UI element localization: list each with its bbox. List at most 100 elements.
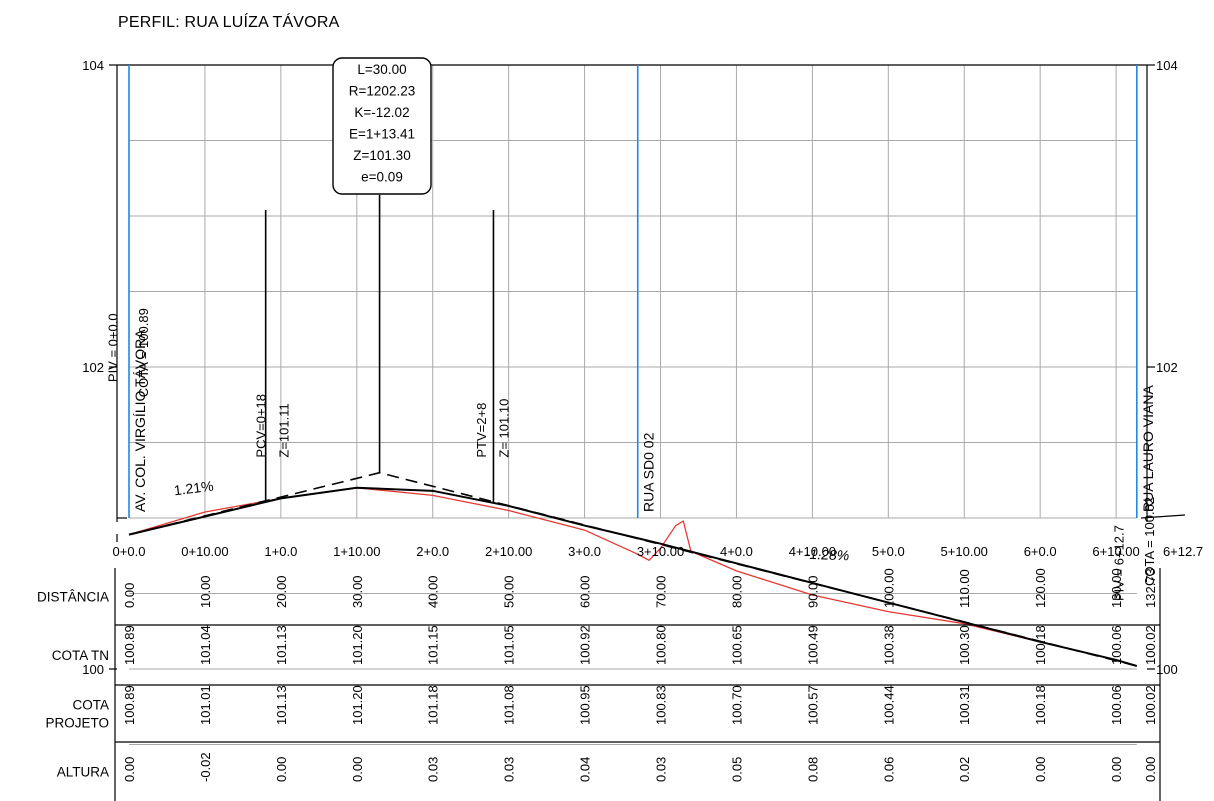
y-tick-label-right: 104 <box>1156 58 1178 73</box>
x-tick-label: 6+12.7 <box>1163 544 1203 559</box>
street-name-label: RUA SD0 02 <box>641 432 657 512</box>
frame-bottom-extension <box>1140 514 1186 519</box>
table-cell-value: 101.05 <box>502 625 517 665</box>
curve-info-line: E=1+13.41 <box>349 127 415 142</box>
table-cell-value: 100.65 <box>729 625 744 665</box>
table-cell-value: 0.03 <box>426 757 441 782</box>
table-cell-value: 100.70 <box>729 685 744 725</box>
x-tick-label: 5+10.00 <box>941 544 988 559</box>
y-tick-label-left: 100 <box>82 662 104 677</box>
table-cell-value: 120.00 <box>1033 568 1048 608</box>
table-cell-value: 101.08 <box>502 685 517 725</box>
table-cell-value: 100.31 <box>957 685 972 725</box>
table-cell-value: 100.06 <box>1109 625 1124 665</box>
curve-info-line: e=0.09 <box>361 170 403 185</box>
street-name-label: RUA LAURO VIANA <box>1140 385 1156 512</box>
street-markers <box>128 65 1138 518</box>
x-tick-label: 1+0.0 <box>264 544 297 559</box>
table-cell-value: 0.00 <box>350 757 365 782</box>
table-cell-value: 40.00 <box>426 575 441 608</box>
table-cell-value: 100.06 <box>1109 685 1124 725</box>
table-cell-value: 101.13 <box>274 625 289 665</box>
y-tick-label-left: 104 <box>82 58 104 73</box>
table-cell-value: 100.18 <box>1033 625 1048 665</box>
table-cell-value: 101.20 <box>350 625 365 665</box>
table-cell-value: 90.00 <box>805 575 820 608</box>
table-cell-value: 110.00 <box>957 569 972 608</box>
grid <box>129 65 1137 745</box>
curve-info-line: Z=101.30 <box>353 148 410 163</box>
point-label: Z=101.11 <box>276 403 291 457</box>
street-name-label: AV. COL. VIRGÍLIO TÁVORA <box>132 329 148 512</box>
table-cell-value: 132.73 <box>1143 568 1158 608</box>
table-cell-value: 100.18 <box>1033 685 1048 725</box>
table-cell-value: 100.49 <box>805 625 820 665</box>
table-cell-value: 20.00 <box>274 575 289 608</box>
table-cell-value: 101.20 <box>350 685 365 725</box>
table-cell-value: 100.83 <box>654 685 669 725</box>
x-tick-label: 0+10.00 <box>181 544 228 559</box>
table-row-label: ALTURA <box>57 765 109 780</box>
table-cell-value: 130.00 <box>1109 568 1124 608</box>
curve-info-box <box>332 57 432 195</box>
table-cell-value: 100.02 <box>1143 685 1158 725</box>
table-cell-value: 101.04 <box>198 625 213 665</box>
table-cell-value: 30.00 <box>350 575 365 608</box>
table-row-label: DISTÂNCIA <box>37 590 109 605</box>
table-cell-value: 100.44 <box>881 685 896 725</box>
data-table: DISTÂNCIA 0.00 10.00 20.00 30.00 40.00 50.00 60… <box>37 568 1161 801</box>
curve-info-line: R=1202.23 <box>349 84 415 99</box>
x-tick-label: 0+0.0 <box>113 544 146 559</box>
table-cell-value: 100.89 <box>122 625 137 665</box>
table-cell-value: 101.13 <box>274 685 289 725</box>
table-cell-value: 100.92 <box>578 625 593 665</box>
table-cell-value: 100.30 <box>957 625 972 665</box>
x-tick-label: 5+0.0 <box>872 544 905 559</box>
table-cell-value: 100.80 <box>654 625 669 665</box>
point-label: COTA = 100.89 <box>136 308 151 397</box>
table-cell-value: 0.02 <box>957 757 972 782</box>
labels: 104 104 102 102 100 100 AV. COL. VIRGÍLIO TÁVO… <box>82 57 1203 677</box>
table-cell-value: 0.00 <box>1143 757 1158 782</box>
table-cell-value: 0.03 <box>502 757 517 782</box>
page-title: PERFIL: RUA LUÍZA TÁVORA <box>118 14 340 31</box>
x-tick-label: 3+10.00 <box>637 544 684 559</box>
table-cell-value: 60.00 <box>578 575 593 608</box>
table-row-label: COTA <box>73 698 110 713</box>
table-cell-value: 0.00 <box>122 583 137 608</box>
x-tick-label: 2+0.0 <box>416 544 449 559</box>
table-row-label: PROJETO <box>45 716 109 731</box>
grade-label: 1.21% <box>173 478 214 499</box>
point-label: PCV=0+18 <box>254 394 269 458</box>
x-tick-label: 4+10.00 <box>789 544 836 559</box>
y-tick-label-right: 100 <box>1156 662 1178 677</box>
table-cell-value: 101.01 <box>198 685 213 725</box>
point-label: PIV = 0+0.0 <box>106 313 121 382</box>
curve-info-line: K=-12.02 <box>354 105 409 120</box>
table-cell-value: 100.89 <box>122 685 137 725</box>
table-cell-value: 100.00 <box>881 568 896 608</box>
table-cell-value: 10.00 <box>198 575 213 608</box>
x-tick-label: 2+10.00 <box>485 544 532 559</box>
point-label: Z= 101.10 <box>497 399 512 458</box>
table-cell-value: 0.08 <box>805 757 820 782</box>
table-cell-value: 0.00 <box>1033 757 1048 782</box>
table-row-label: COTA TN <box>52 648 109 663</box>
series <box>128 195 1138 667</box>
x-tick-label: 1+10.00 <box>333 544 380 559</box>
table-cell-value: 50.00 <box>502 575 517 608</box>
curve-info-line: L=30.00 <box>357 62 406 77</box>
table-cell-value: 80.00 <box>729 575 744 608</box>
x-tick-label: 3+0.0 <box>568 544 601 559</box>
table-cell-value: 101.18 <box>426 685 441 725</box>
table-cell-value: 100.95 <box>578 685 593 725</box>
point-label: COTA = 100.02 <box>1142 497 1157 586</box>
table-cell-value: 0.04 <box>578 757 593 782</box>
table-cell-value: 0.00 <box>122 757 137 782</box>
table-cell-value: 0.00 <box>1109 757 1124 782</box>
grade-label: -1.28% <box>805 546 850 564</box>
table-cell-value: 0.03 <box>654 757 669 782</box>
y-tick-label-right: 102 <box>1156 360 1178 375</box>
table-cell-value: 100.57 <box>805 685 820 725</box>
